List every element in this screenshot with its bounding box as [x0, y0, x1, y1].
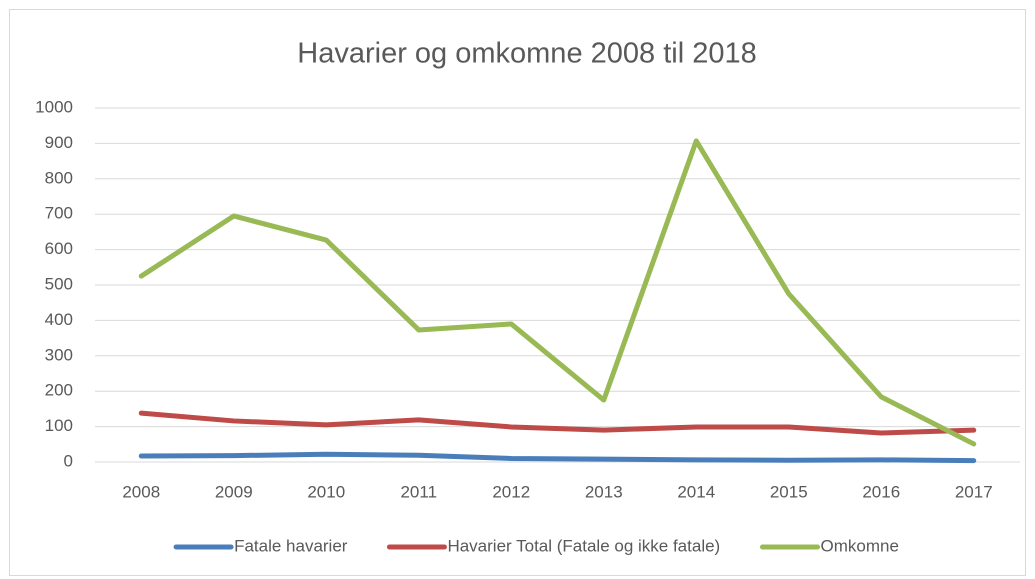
y-tick-label: 1000 [35, 97, 73, 116]
series-line [138, 138, 977, 447]
y-tick-label: 500 [45, 274, 73, 293]
x-tick-label: 2013 [585, 482, 623, 501]
y-tick-label: 100 [45, 416, 73, 435]
y-tick-label: 400 [45, 310, 73, 329]
y-tick-label: 0 [64, 451, 73, 470]
legend-label: Omkomne [821, 536, 899, 555]
chart-border [9, 9, 1026, 576]
x-tick-label: 2011 [400, 482, 437, 501]
legend-label: Fatale havarier [234, 536, 348, 555]
chart-title: Havarier og omkomne 2008 til 2018 [297, 38, 756, 70]
x-tick-label: 2014 [677, 482, 715, 501]
y-tick-label: 900 [45, 133, 73, 152]
series-line [138, 451, 977, 464]
y-tick-label: 600 [45, 239, 73, 258]
x-tick-label: 2015 [770, 482, 808, 501]
legend-label: Havarier Total (Fatale og ikke fatale) [447, 536, 720, 555]
y-tick-label: 300 [45, 345, 73, 364]
x-tick-label: 2009 [215, 482, 253, 501]
y-tick-label: 700 [45, 204, 73, 223]
y-tick-label: 800 [45, 168, 73, 187]
series-line [138, 410, 977, 436]
x-tick-label: 2016 [862, 482, 900, 501]
x-tick-label: 2008 [122, 482, 160, 501]
x-tick-label: 2017 [955, 482, 993, 501]
x-tick-label: 2010 [307, 482, 345, 501]
y-tick-label: 200 [45, 381, 73, 400]
x-tick-label: 2012 [492, 482, 530, 501]
